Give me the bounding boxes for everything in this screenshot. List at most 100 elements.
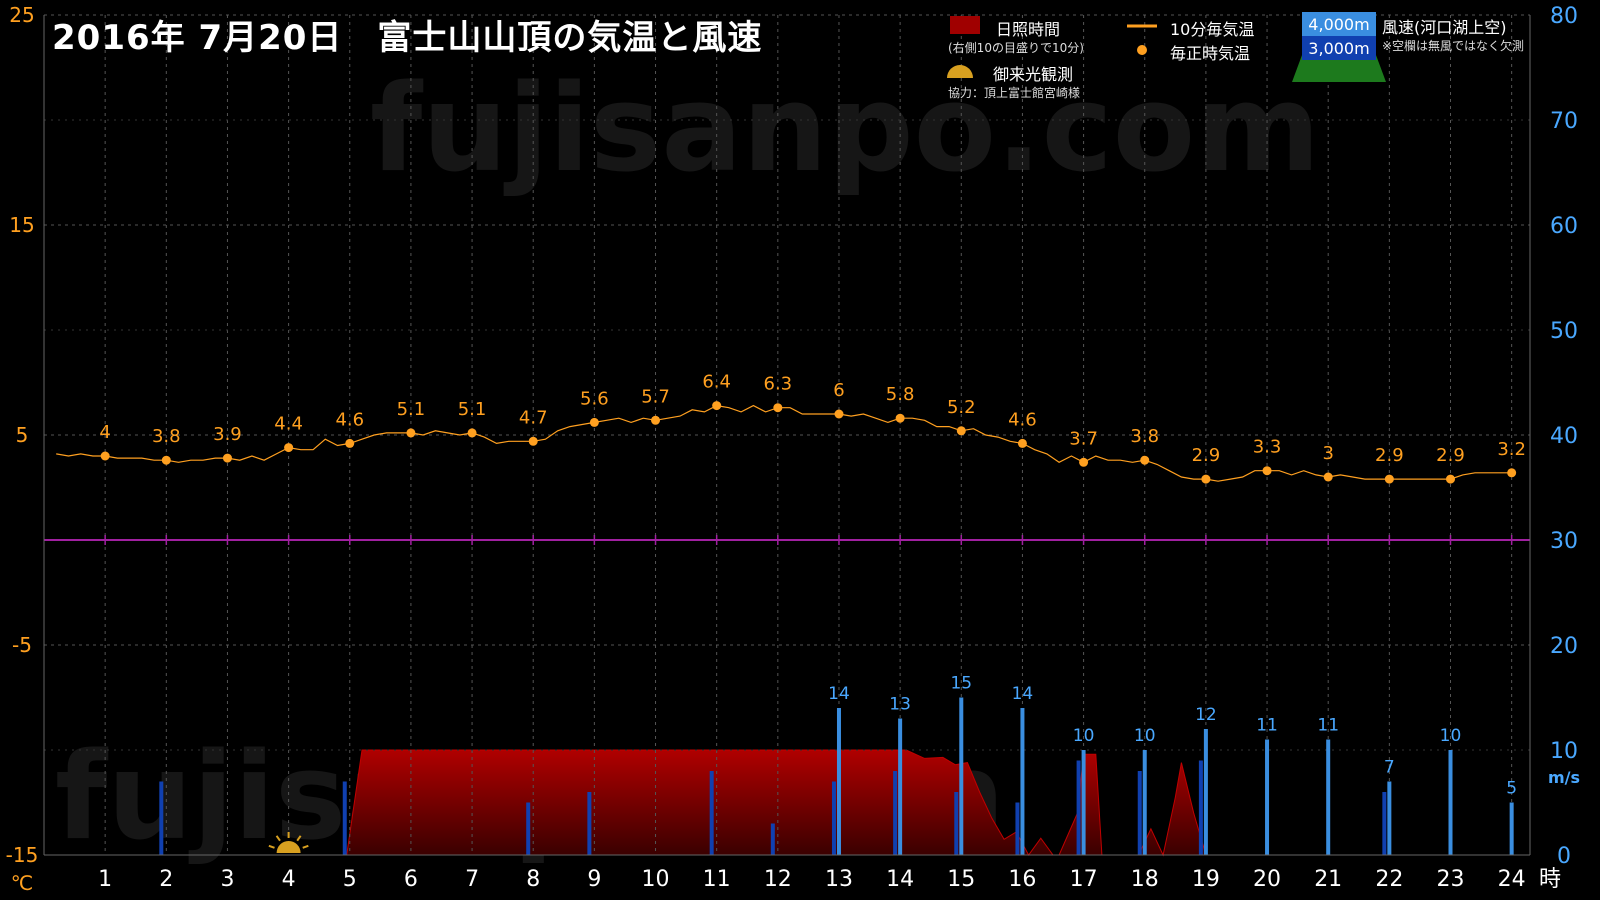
legend-wind-label: 風速(河口湖上空) <box>1382 18 1507 37</box>
x-axis-tick-label: 17 <box>1070 867 1098 892</box>
legend-wind4000-label: 4,000m <box>1308 15 1369 34</box>
hourly-temp-point <box>651 415 661 425</box>
wind-4000m-bar <box>1326 739 1331 855</box>
hourly-temp-label: 4 <box>99 422 110 443</box>
x-axis-tick-label: 20 <box>1253 867 1281 892</box>
wind-3000m-bar <box>893 771 898 855</box>
legend-sunshine-swatch <box>950 16 980 34</box>
hourly-temp-label: 3.9 <box>213 424 242 445</box>
hourly-temp-label: 6.3 <box>764 374 793 395</box>
hourly-temp-label: 6 <box>833 380 844 401</box>
wind-4000m-bar <box>836 708 841 855</box>
right-axis-tick-label: 60 <box>1550 214 1578 239</box>
x-axis-tick-label: 8 <box>526 867 540 892</box>
hourly-temp-point <box>1201 474 1211 484</box>
wind-3000m-bar <box>709 771 714 855</box>
hourly-temp-point <box>406 428 416 438</box>
legend-sunrise-icon <box>947 65 973 78</box>
hourly-temp-label: 4.4 <box>274 414 303 435</box>
hourly-temp-point <box>528 436 538 446</box>
hourly-temp-label: 4.6 <box>1008 409 1037 430</box>
wind-3000m-bar <box>1076 760 1081 855</box>
wind-4000m-bar <box>1387 781 1392 855</box>
left-axis-unit: ℃ <box>11 871 33 895</box>
sunshine-area <box>346 749 1207 857</box>
wind-4000m-bar <box>1020 708 1025 855</box>
hourly-temp-label: 5.1 <box>397 399 426 420</box>
legend-graphics: 4,000m 3,000m <box>947 12 1386 82</box>
x-axis-tick-label: 12 <box>764 867 792 892</box>
legend-wind3000-swatch <box>1302 36 1376 60</box>
sunrise-icon <box>276 841 301 853</box>
x-axis-tick-label: 14 <box>886 867 914 892</box>
x-axis-unit: 時 <box>1539 867 1561 892</box>
wind-3000m-bar <box>1198 760 1203 855</box>
grid <box>44 14 1530 856</box>
left-axis-tick-label: -5 <box>12 633 32 657</box>
wind-4000m-label: 7 <box>1384 758 1395 778</box>
x-axis-tick-label: 13 <box>825 867 853 892</box>
hourly-temp-label: 5.6 <box>580 388 609 409</box>
hourly-temp-point <box>589 417 599 427</box>
hourly-temp-label: 5.7 <box>641 386 670 407</box>
hourly-temp-label: 2.9 <box>1375 445 1404 466</box>
left-axis-tick-label: 15 <box>9 213 34 237</box>
hourly-temp-label: 6.4 <box>702 372 731 393</box>
legend-sunshine-note: (右側10の目盛りで10分) <box>948 41 1084 55</box>
right-axis-tick-label: 80 <box>1550 4 1578 29</box>
wind-4000m-bar <box>1265 739 1270 855</box>
x-axis-tick-label: 11 <box>703 867 731 892</box>
x-axis-tick-label: 2 <box>159 867 173 892</box>
x-axis-tick-label: 23 <box>1437 867 1465 892</box>
hourly-temp-point <box>1079 457 1089 467</box>
x-axis-tick-label: 16 <box>1008 867 1036 892</box>
wind-4000m-bar <box>898 718 903 855</box>
sunrise-ray <box>302 844 309 849</box>
x-axis-tick-label: 15 <box>947 867 975 892</box>
right-axis-tick-label: 10 <box>1550 739 1578 764</box>
hourly-temp-point <box>956 426 966 436</box>
hourly-temp-label: 3.2 <box>1497 439 1526 460</box>
hourly-temp-point <box>895 413 905 423</box>
wind-4000m-label: 10 <box>1134 726 1156 746</box>
hourly-temp-label: 4.6 <box>335 409 364 430</box>
left-axis-tick-label: 25 <box>9 3 34 27</box>
wind-4000m-label: 14 <box>828 684 850 704</box>
x-axis-tick-label: 19 <box>1192 867 1220 892</box>
hourly-temp-point <box>284 443 294 453</box>
wind-3000m-bar <box>1015 802 1020 855</box>
hourly-temp-point <box>1262 466 1272 476</box>
wind-4000m-label: 15 <box>950 674 972 694</box>
wind-4000m-bar <box>1448 750 1453 855</box>
x-axis-tick-label: 18 <box>1131 867 1159 892</box>
hourly-temp-point <box>345 438 355 448</box>
hourly-temp-label: 3.8 <box>1130 426 1159 447</box>
x-axis-tick-label: 22 <box>1375 867 1403 892</box>
wind-3000m-bar <box>1382 792 1387 855</box>
legend-wind3000-label: 3,000m <box>1308 39 1369 58</box>
legend-hourly-label: 毎正時気温 <box>1170 44 1251 63</box>
hourly-temp-label: 2.9 <box>1192 445 1221 466</box>
left-axis-tick-label: -15 <box>6 843 39 867</box>
hourly-temp-label: 5.8 <box>886 384 915 405</box>
hourly-temp-label: 5.1 <box>458 399 487 420</box>
hourly-temp-point <box>834 409 844 419</box>
wind-4000m-bar <box>1142 750 1147 855</box>
wind-3000m-bar <box>954 792 959 855</box>
legend-sunrise-label: 御来光観測 <box>993 65 1074 84</box>
hourly-temp-point <box>712 401 722 411</box>
hourly-temp-point <box>773 403 783 413</box>
hourly-temp-label: 3 <box>1322 443 1333 464</box>
hourly-temp-point <box>161 455 171 465</box>
chart-title: 2016年 7月20日 富士山山頂の気温と風速 <box>52 18 763 58</box>
legend-temp10-label: 10分毎気温 <box>1170 20 1255 39</box>
hourly-temp-point <box>222 453 232 463</box>
x-axis-tick-label: 3 <box>220 867 234 892</box>
wind-4000m-bar <box>1081 750 1086 855</box>
wind-4000m-bar <box>959 697 964 855</box>
hourly-temp-point <box>1017 438 1027 448</box>
sunrise-ray <box>268 844 275 849</box>
right-axis-tick-label: 40 <box>1550 424 1578 449</box>
